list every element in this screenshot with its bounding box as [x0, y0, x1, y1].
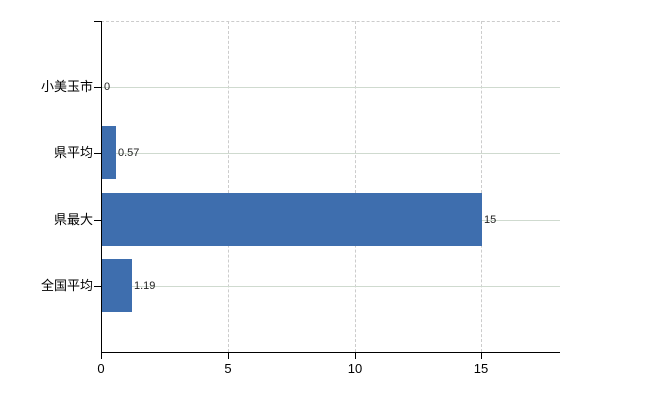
x-axis-tick [101, 352, 102, 359]
x-axis-tick [355, 352, 356, 359]
x-tick-label: 5 [224, 361, 232, 376]
category-label: 県最大 [53, 212, 93, 227]
gridline-vertical [481, 21, 482, 352]
gridline-vertical [228, 21, 229, 352]
x-axis-line [101, 352, 560, 353]
bar [102, 126, 116, 179]
gridline-horizontal [101, 153, 560, 154]
gridline-horizontal [101, 87, 560, 88]
gridline-vertical [355, 21, 356, 352]
gridline-horizontal [101, 286, 560, 287]
x-axis-tick [481, 352, 482, 359]
bar [102, 193, 482, 246]
category-label: 全国平均 [40, 278, 93, 293]
x-tick-label: 15 [473, 361, 489, 376]
y-axis-tick [94, 220, 101, 221]
value-label: 15 [484, 214, 497, 226]
value-label: 0.57 [118, 147, 140, 159]
x-axis-tick [228, 352, 229, 359]
x-tick-label: 10 [347, 361, 363, 376]
category-label: 小美玉市 [40, 79, 93, 94]
y-axis-tick [94, 286, 101, 287]
bar [102, 259, 132, 312]
y-axis-tick [94, 153, 101, 154]
plot-top-border [101, 21, 560, 22]
y-axis-line [101, 21, 102, 358]
x-tick-label: 0 [97, 361, 105, 376]
category-label: 県平均 [53, 145, 93, 160]
value-label: 0 [104, 81, 111, 93]
y-axis-top-tick [94, 21, 101, 22]
y-axis-tick [94, 87, 101, 88]
value-label: 1.19 [134, 280, 156, 292]
